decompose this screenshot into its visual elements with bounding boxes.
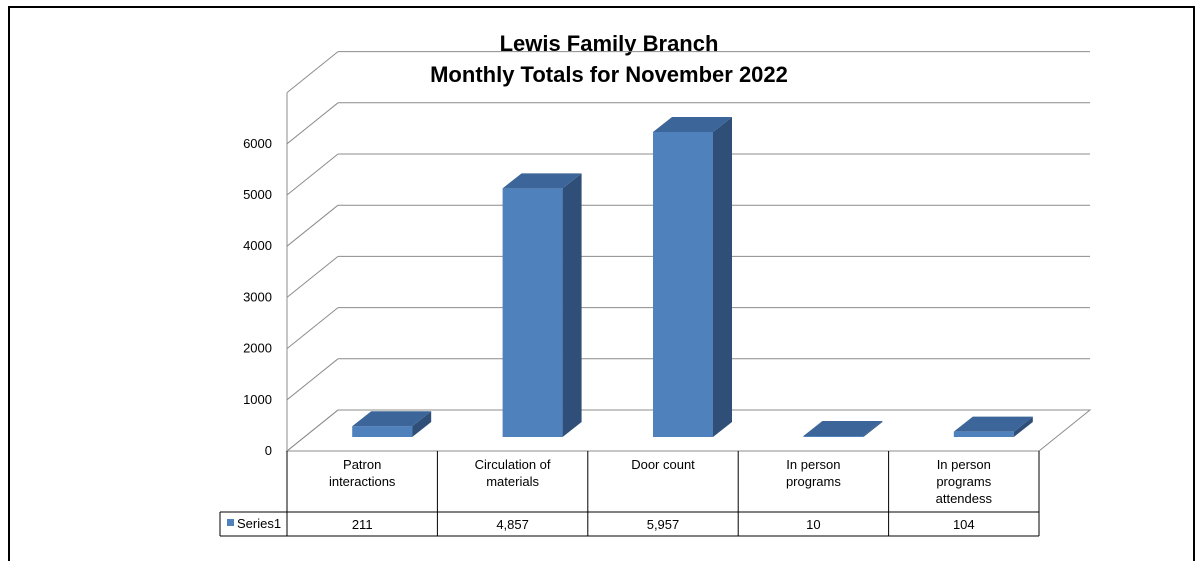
gridline-diagonal bbox=[286, 204, 339, 247]
bar-top bbox=[803, 421, 883, 436]
data-label: 4,857 bbox=[496, 517, 529, 532]
y-tick-label: 2000 bbox=[243, 341, 272, 356]
bar-front bbox=[502, 188, 563, 437]
bar-top bbox=[502, 173, 582, 189]
category-label: In person bbox=[937, 457, 991, 472]
category-label: programs bbox=[936, 474, 991, 489]
gridline-diagonal bbox=[286, 409, 339, 452]
bar-front bbox=[803, 436, 864, 437]
chart-frame bbox=[8, 6, 1195, 561]
bar bbox=[502, 173, 582, 437]
chart-title: Lewis Family Branch Monthly Totals for No… bbox=[430, 31, 788, 87]
category-label: In person bbox=[786, 457, 840, 472]
bar-side bbox=[863, 421, 883, 437]
bar-front bbox=[352, 426, 413, 437]
bar bbox=[352, 411, 432, 437]
chart-title-line: Lewis Family Branch bbox=[500, 31, 719, 56]
bar bbox=[953, 416, 1033, 437]
gridline-diagonal bbox=[286, 102, 339, 145]
bar-side bbox=[713, 117, 732, 438]
category-label: interactions bbox=[329, 474, 396, 489]
legend-series-label: Series1 bbox=[237, 516, 281, 531]
category-label: materials bbox=[486, 474, 539, 489]
gridline-diagonal bbox=[286, 153, 339, 196]
gridline-diagonal bbox=[286, 51, 339, 93]
gridline-diagonal bbox=[286, 307, 339, 349]
bar-side bbox=[412, 411, 432, 437]
data-label: 5,957 bbox=[647, 517, 680, 532]
bar-front bbox=[653, 132, 713, 438]
data-label: 104 bbox=[953, 517, 975, 532]
y-tick-label: 0 bbox=[265, 443, 272, 458]
bar-side bbox=[1013, 416, 1033, 437]
legend-swatch bbox=[227, 519, 234, 526]
chart-title-line: Monthly Totals for November 2022 bbox=[430, 62, 788, 87]
category-label: attendess bbox=[936, 491, 993, 506]
bar-front bbox=[953, 431, 1014, 437]
category-label: Circulation of bbox=[475, 457, 551, 472]
category-label: programs bbox=[786, 474, 841, 489]
bar-top bbox=[352, 411, 432, 427]
bars bbox=[352, 117, 1033, 438]
bar bbox=[653, 117, 732, 438]
data-label: 211 bbox=[352, 517, 373, 532]
gridline-diagonal bbox=[286, 358, 339, 401]
y-tick-label: 4000 bbox=[243, 238, 272, 253]
bar-side bbox=[562, 173, 582, 437]
gridline-diagonal bbox=[286, 256, 339, 298]
y-tick-label: 6000 bbox=[243, 136, 272, 151]
category-label: Door count bbox=[631, 457, 695, 472]
data-table: Patron interactions 211 Circulation of mater… bbox=[219, 451, 1040, 537]
y-tick-label: 5000 bbox=[243, 187, 272, 202]
y-tick-label: 1000 bbox=[243, 392, 272, 407]
y-axis-ticks: 0 1000 2000 3000 4000 5000 6000 bbox=[243, 136, 272, 458]
category-label: Patron bbox=[343, 457, 381, 472]
y-tick-label: 3000 bbox=[243, 289, 272, 304]
bar bbox=[803, 421, 883, 437]
bar-top bbox=[653, 117, 732, 133]
bar-top bbox=[953, 416, 1033, 432]
data-label: 10 bbox=[806, 517, 820, 532]
